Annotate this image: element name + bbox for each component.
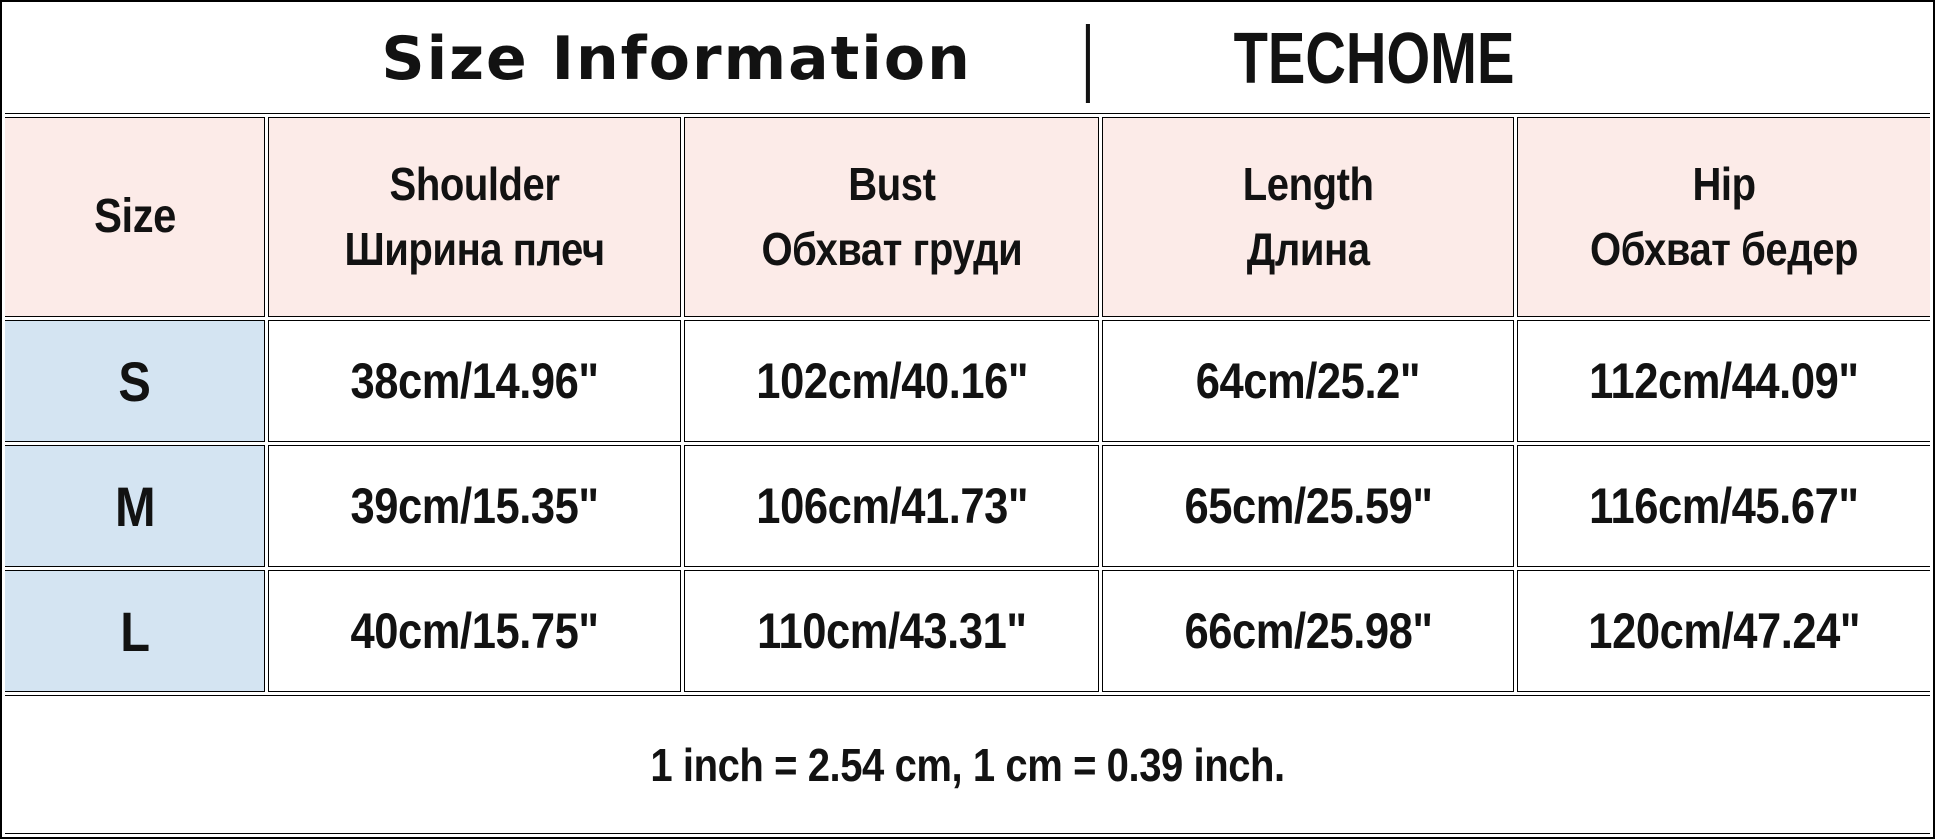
cell-l-length: 66cm/25.98" [1102,570,1514,692]
page-title: Size Information [381,24,972,94]
size-label-s: S [5,320,266,442]
column-header-shoulder: Shoulder Ширина плеч [268,117,682,317]
header-row: Size Shoulder Ширина плеч Bust Обхват гр… [5,117,1930,317]
cell-s-bust: 102cm/40.16" [684,320,1100,442]
title-row: Size Information | TECHOME [5,5,1930,114]
conversion-note: 1 inch = 2.54 cm, 1 cm = 0.39 inch. [5,695,1930,834]
column-header-length-en: Length [1242,157,1374,210]
column-header-shoulder-en: Shoulder [389,157,560,210]
cell-m-shoulder: 39cm/15.35" [268,445,682,567]
cell-s-length: 64cm/25.2" [1102,320,1514,442]
footer-row: 1 inch = 2.54 cm, 1 cm = 0.39 inch. [5,695,1930,834]
cell-l-shoulder: 40cm/15.75" [268,570,682,692]
cell-m-bust: 106cm/41.73" [684,445,1100,567]
column-header-length: Length Длина [1102,117,1514,317]
brand-name: TECHOME [1233,19,1515,99]
column-header-size-en: Size [93,189,176,243]
table-row-l: L 40cm/15.75" 110cm/43.31" 66cm/25.98" 1… [5,570,1930,692]
size-label-m: M [5,445,266,567]
column-header-size: Size [5,117,266,317]
size-label-l: L [5,570,266,692]
column-header-length-ru: Длина [1246,223,1370,275]
table-row-m: M 39cm/15.35" 106cm/41.73" 65cm/25.59" 1… [5,445,1930,567]
column-header-hip-ru: Обхват бедер [1589,223,1858,275]
column-header-bust-ru: Обхват груди [761,223,1023,275]
column-header-bust-en: Bust [848,157,936,210]
title-cell: Size Information | TECHOME [5,5,1930,114]
cell-m-hip: 116cm/45.67" [1516,445,1930,567]
cell-l-bust: 110cm/43.31" [684,570,1100,692]
column-header-shoulder-ru: Ширина плеч [344,223,606,275]
cell-s-hip: 112cm/44.09" [1516,320,1930,442]
column-header-hip: Hip Обхват бедер [1516,117,1930,317]
title-divider-bar: | [1081,9,1095,103]
cell-m-length: 65cm/25.59" [1102,445,1514,567]
title-wrap: Size Information | TECHOME [5,14,1930,104]
column-header-bust: Bust Обхват груди [684,117,1100,317]
cell-l-hip: 120cm/47.24" [1516,570,1930,692]
column-header-hip-en: Hip [1692,157,1756,210]
cell-s-shoulder: 38cm/14.96" [268,320,682,442]
table-row-s: S 38cm/14.96" 102cm/40.16" 64cm/25.2" 11… [5,320,1930,442]
